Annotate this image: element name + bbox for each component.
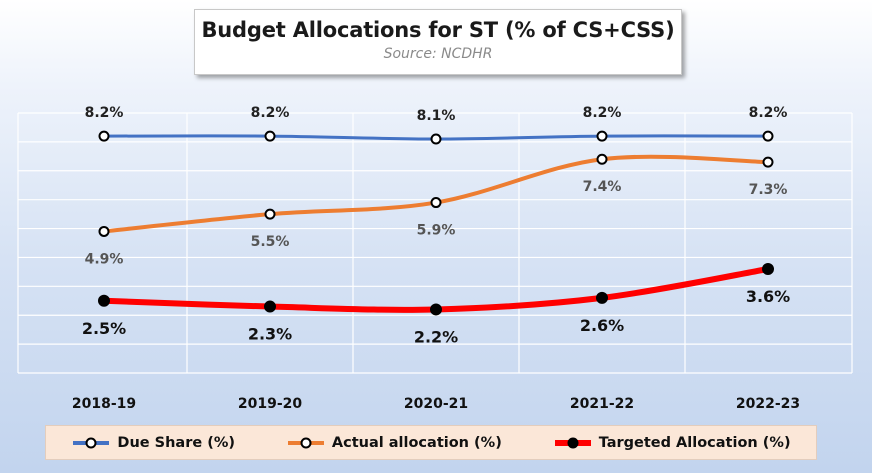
legend-label-targeted-allocation: Targeted Allocation (%) xyxy=(598,434,791,451)
x-tick-label-2020-21: 2020-21 xyxy=(404,396,468,412)
data-label-due-share-2022-23: 8.2% xyxy=(749,105,788,121)
data-label-targeted-allocation-2018-19: 2.5% xyxy=(82,319,126,338)
data-labels: 8.2% 8.2% 8.1% 8.2% 8.2% 4.9% 5.5% 5.9% 7.4% 7.3%… xyxy=(82,105,790,346)
legend-marker-targeted-allocation xyxy=(554,437,591,448)
marker-targeted-allocation-2020-21 xyxy=(430,303,442,316)
marker-targeted-allocation-2019-20 xyxy=(264,300,276,313)
x-axis-tick-labels: 2018-19 2019-20 2020-21 2021-22 2022-23 xyxy=(72,396,800,412)
chart-title-box: Budget Allocations for ST (% of CS+CSS) … xyxy=(194,9,682,75)
chart-title: Budget Allocations for ST (% of CS+CSS) xyxy=(201,18,675,42)
legend-marker-actual-allocation xyxy=(287,437,324,448)
legend-item-actual-allocation: Actual allocation (%) xyxy=(286,435,502,451)
marker-due-share-2021-22 xyxy=(596,130,608,142)
legend-item-targeted-allocation: Targeted Allocation (%) xyxy=(553,435,791,451)
marker-targeted-allocation-2018-19 xyxy=(98,294,110,307)
marker-due-share-2019-20 xyxy=(264,130,276,142)
legend-marker-due-share xyxy=(73,437,110,448)
data-label-targeted-allocation-2019-20: 2.3% xyxy=(248,325,292,344)
marker-actual-allocation-2019-20 xyxy=(264,208,276,220)
data-label-targeted-allocation-2022-23: 3.6% xyxy=(746,287,790,306)
chart-subtitle: Source: NCDHR xyxy=(383,46,493,62)
data-label-targeted-allocation-2021-22: 2.6% xyxy=(580,316,624,335)
marker-actual-allocation-2021-22 xyxy=(596,153,608,165)
legend-label-actual-allocation: Actual allocation (%) xyxy=(331,434,502,451)
series-markers xyxy=(98,130,774,316)
grid-lines xyxy=(17,112,853,374)
legend-label-due-share: Due Share (%) xyxy=(117,434,236,451)
data-label-actual-allocation-2019-20: 5.5% xyxy=(251,234,290,250)
marker-due-share-2022-23 xyxy=(762,130,774,142)
data-label-due-share-2021-22: 8.2% xyxy=(583,105,622,121)
legend: Due Share (%) Actual allocation (%) Targ… xyxy=(45,425,817,460)
data-label-targeted-allocation-2020-21: 2.2% xyxy=(414,327,458,346)
x-tick-label-2022-23: 2022-23 xyxy=(736,396,800,412)
marker-due-share-2020-21 xyxy=(430,133,442,145)
marker-actual-allocation-2018-19 xyxy=(98,225,110,237)
marker-targeted-allocation-2021-22 xyxy=(596,291,608,304)
data-label-due-share-2020-21: 8.1% xyxy=(417,108,456,124)
legend-item-due-share: Due Share (%) xyxy=(71,435,235,451)
data-label-actual-allocation-2022-23: 7.3% xyxy=(749,182,788,198)
data-label-actual-allocation-2020-21: 5.9% xyxy=(417,223,456,239)
marker-due-share-2018-19 xyxy=(98,130,110,142)
data-label-actual-allocation-2018-19: 4.9% xyxy=(85,251,124,267)
data-label-due-share-2018-19: 8.2% xyxy=(85,105,124,121)
data-label-due-share-2019-20: 8.2% xyxy=(251,105,290,121)
marker-targeted-allocation-2022-23 xyxy=(762,263,774,275)
x-tick-label-2019-20: 2019-20 xyxy=(238,396,303,412)
marker-actual-allocation-2022-23 xyxy=(762,156,774,168)
marker-actual-allocation-2020-21 xyxy=(430,197,442,209)
x-tick-label-2021-22: 2021-22 xyxy=(570,396,634,412)
x-tick-label-2018-19: 2018-19 xyxy=(72,396,136,412)
series-line-actual-allocation xyxy=(102,154,770,234)
data-label-actual-allocation-2021-22: 7.4% xyxy=(583,179,622,195)
